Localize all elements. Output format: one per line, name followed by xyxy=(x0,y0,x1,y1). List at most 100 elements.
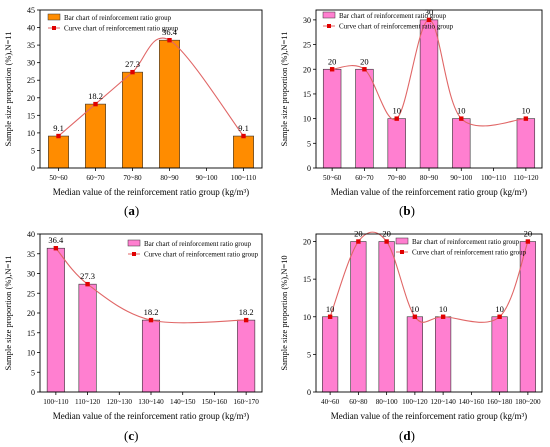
chart-a-legend-bar-swatch xyxy=(47,13,61,21)
chart-d-data-label: 10 xyxy=(439,304,448,314)
chart-c-y-tick-label: 10 xyxy=(27,349,35,358)
chart-d-bar xyxy=(519,241,536,393)
chart-b-legend-bar-swatch xyxy=(322,11,336,19)
chart-c-x-tick-label: 110~120 xyxy=(75,398,101,406)
chart-a-legend-bar-label: Bar chart of reinforcement ratio group xyxy=(64,14,172,22)
chart-d-curve-point xyxy=(525,239,531,244)
chart-d-curve-point xyxy=(356,239,361,244)
chart-a-curve-line xyxy=(58,37,244,137)
chart-a-bar xyxy=(85,103,106,169)
panel-letter-c: c xyxy=(128,428,135,443)
chart-a-curve-point xyxy=(241,133,246,139)
chart-c-y-tick-label: 15 xyxy=(27,329,35,338)
chart-c-y-tick-label: 5 xyxy=(31,368,35,377)
chart-d-y-tick-label: 10 xyxy=(303,313,311,322)
panel-label-d: (d) xyxy=(399,428,415,443)
chart-d-svg: 10 20 20 10 10 10 20 0 5 10 15 20 40~60 60~80 80~100 10… xyxy=(279,229,543,421)
chart-d-x-tick-label: 80~100 xyxy=(376,398,398,406)
chart-b-data-label: 10 xyxy=(392,106,401,116)
chart-a-y-tick-label: 5 xyxy=(31,146,35,155)
chart-b-x-axis-title: Median value of the reinforcement ratio … xyxy=(331,187,527,197)
chart-d-data-label: 20 xyxy=(354,229,363,239)
chart-d-x-tick-label: 100~120 xyxy=(402,398,428,406)
chart-d-curve-point xyxy=(327,314,333,319)
chart-d-x-tick-label: 60~80 xyxy=(349,398,368,406)
chart-d-curve-point xyxy=(384,239,389,244)
chart-c-curve-point xyxy=(53,246,59,251)
chart-b-legend-curve-marker xyxy=(327,24,331,28)
chart-b-x-tick-label: 80~90 xyxy=(420,174,439,182)
chart-d-bar xyxy=(350,241,367,393)
chart-a-bar xyxy=(159,39,180,169)
chart-a-bar xyxy=(122,71,143,169)
chart-d-x-tick-label: 160~180 xyxy=(487,398,513,406)
chart-c-y-tick-label: 25 xyxy=(27,289,35,298)
chart-d-plot-frame xyxy=(315,233,543,393)
panel-letter-d: d xyxy=(403,428,411,443)
chart-a-y-tick-label: 25 xyxy=(27,76,35,85)
chart-c-data-label: 27.3 xyxy=(80,271,95,281)
chart-c-bar xyxy=(141,319,161,393)
chart-d-legend-bar-swatch xyxy=(395,237,409,245)
chart-c-x-tick-label: 130~140 xyxy=(138,398,164,406)
chart-a-bar xyxy=(233,135,254,169)
chart-d-x-tick-label: 120~140 xyxy=(430,398,456,406)
chart-b-curve-point xyxy=(523,116,529,121)
chart-d-bar xyxy=(322,316,339,393)
chart-d-bar xyxy=(378,241,395,393)
chart-a-x-tick-label: 90~100 xyxy=(196,174,218,182)
chart-c-y-tick-label: 40 xyxy=(27,230,35,239)
chart-b-y-tick-label: 20 xyxy=(303,65,311,74)
chart-a-x-tick-label: 70~80 xyxy=(123,174,142,182)
panel-label-b: (b) xyxy=(399,203,415,218)
chart-b-y-tick-label: 5 xyxy=(307,139,311,148)
chart-b-bar xyxy=(322,68,342,169)
chart-c-curve-point xyxy=(148,317,154,323)
panel-label-c: (c) xyxy=(124,428,139,443)
chart-c-legend-bar-label: Bar chart of reinforcement ratio group xyxy=(144,240,252,248)
chart-b-x-tick-label: 50~60 xyxy=(323,174,342,182)
chart-d-x-axis-title: Median value of the reinforcement ratio … xyxy=(331,411,527,421)
chart-b-y-axis-title: Sample size proportion (%),N=11 xyxy=(279,32,289,147)
chart-c-y-tick-label: 30 xyxy=(27,270,35,279)
chart-c-x-tick-label: 140~150 xyxy=(170,398,196,406)
chart-a-curve-point xyxy=(167,37,172,43)
chart-d-y-tick-label: 0 xyxy=(307,388,311,397)
chart-a-legend-curve-label: Curve chart of reinforcement ratio group xyxy=(64,25,179,33)
chart-c-svg: 36.4 27.3 18.2 18.2 0 5 10 15 20 25 30 35 40 100~110 1… xyxy=(3,230,263,421)
chart-b-x-tick-label: 60~70 xyxy=(355,174,374,182)
panel-letter-a: a xyxy=(128,203,135,218)
chart-b-data-label: 10 xyxy=(457,106,466,116)
chart-b-data-label: 30 xyxy=(425,7,434,17)
chart-b-data-label: 20 xyxy=(328,56,337,66)
chart-d-legend-curve-label: Curve chart of reinforcement ratio group xyxy=(412,249,527,257)
chart-b-bar xyxy=(387,118,406,169)
chart-a-x-tick-label: 100~110 xyxy=(231,174,257,182)
chart-c-curve-point xyxy=(85,281,90,287)
chart-d-legend-curve-marker xyxy=(400,250,404,254)
chart-b-bar xyxy=(516,118,536,169)
chart-panel-d: 10 20 20 10 10 10 20 0 5 10 15 20 40~60 60~80 80~100 10… xyxy=(276,224,550,447)
chart-a-x-tick-label: 60~70 xyxy=(86,174,105,182)
chart-b-svg: 20 20 10 30 10 10 0 5 10 15 20 25 30 50~60 60~70 70~80 8… xyxy=(279,7,543,197)
chart-c-legend-curve-marker xyxy=(132,252,136,256)
chart-d-bar xyxy=(435,316,452,393)
chart-b-x-tick-label: 100~110 xyxy=(481,174,507,182)
chart-b-curve-point xyxy=(459,116,464,121)
chart-d-data-label: 20 xyxy=(382,229,391,239)
chart-c-y-axis-title: Sample size proportion (%),N=11 xyxy=(3,256,13,371)
chart-b-curve-point xyxy=(394,116,399,121)
chart-c-curve-point xyxy=(243,317,249,323)
chart-a-y-tick-label: 0 xyxy=(31,164,35,173)
chart-c-bar xyxy=(78,283,97,393)
chart-a-curve-point xyxy=(130,69,135,75)
chart-b-curve-point xyxy=(426,17,432,23)
chart-d-data-label: 10 xyxy=(411,304,420,314)
chart-c-data-label: 36.4 xyxy=(48,235,64,245)
chart-d-curve-point xyxy=(412,314,418,319)
chart-b-legend-curve-label: Curve chart of reinforcement ratio group xyxy=(339,23,454,31)
chart-a-x-axis-title: Median value of the reinforcement ratio … xyxy=(53,187,249,197)
chart-b-bar xyxy=(452,118,471,169)
chart-b-x-tick-label: 110~120 xyxy=(513,174,539,182)
chart-b-legend-bar-label: Bar chart of reinforcement ratio group xyxy=(339,12,447,20)
